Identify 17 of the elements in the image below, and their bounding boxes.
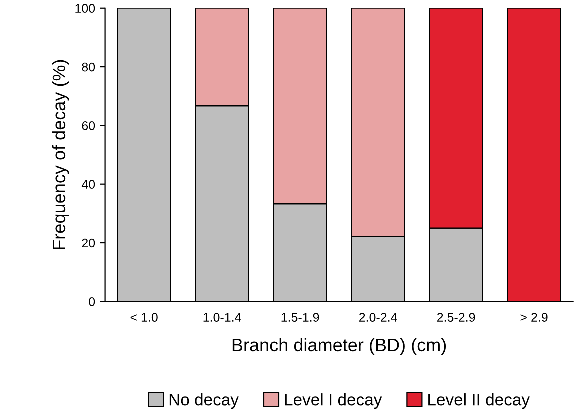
- y-tick-label: 20: [82, 238, 96, 248]
- y-axis-title: Frequency of decay (%): [52, 60, 70, 250]
- legend-label: Level I decay: [285, 394, 382, 410]
- y-tick-label: 60: [82, 122, 96, 130]
- y-tick-label: 40: [82, 180, 96, 190]
- legend-label: Level II decay: [428, 394, 530, 410]
- x-tick-label: 1.5-1.9: [282, 313, 320, 322]
- x-tick-label: 1.0-1.4: [204, 313, 242, 322]
- x-tick-label: 2.5-2.9: [437, 313, 476, 322]
- x-tick-label: < 1.0: [130, 313, 158, 322]
- x-tick-label: > 2.9: [520, 313, 548, 322]
- y-tick-label: 0: [89, 297, 96, 306]
- x-tick-label: 2.0-2.4: [359, 313, 398, 322]
- y-tick-label: 100: [76, 4, 96, 14]
- legend-label: No decay: [170, 394, 239, 410]
- x-axis-title: Branch diameter (BD) (cm): [232, 338, 446, 356]
- y-tick-label: 80: [82, 62, 96, 72]
